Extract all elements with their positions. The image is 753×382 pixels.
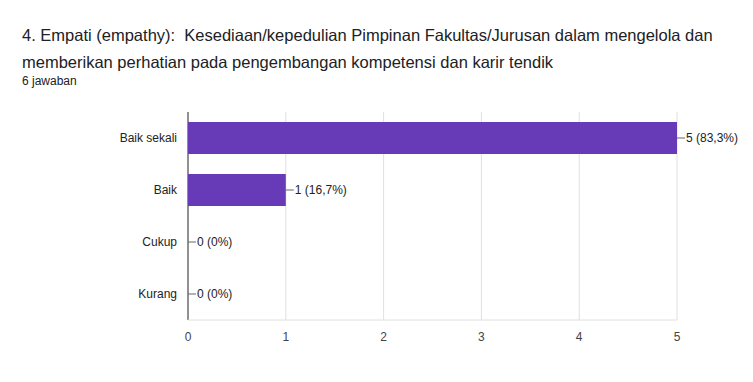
- data-label: 0 (0%): [197, 287, 232, 301]
- category-label: Kurang: [138, 287, 177, 301]
- tick-label: 3: [478, 330, 485, 344]
- label-leader: [286, 190, 294, 191]
- data-label: 5 (83,3%): [686, 131, 738, 145]
- tick-label: 0: [185, 330, 192, 344]
- label-leader: [188, 294, 196, 295]
- tick-label: 4: [576, 330, 583, 344]
- subtitle: 6 jawaban: [22, 74, 77, 88]
- axis-line: [188, 320, 677, 321]
- bar: [188, 122, 677, 154]
- label-leader: [677, 138, 685, 139]
- category-label: Baik: [154, 183, 178, 197]
- bar: [188, 174, 286, 206]
- tick-label: 5: [674, 330, 681, 344]
- tick-label: 2: [380, 330, 387, 344]
- label-leader: [188, 242, 196, 243]
- chart: 0 1 2 3 4 5 Baik sekali 5 (83,3%) Baik 1 (16,7%) C…: [0, 0, 753, 382]
- title: 4. Empati (empathy): Kesediaan/kepedulia…: [22, 22, 747, 76]
- data-label: 0 (0%): [197, 235, 232, 249]
- category-label: Cukup: [142, 235, 177, 249]
- category-label: Baik sekali: [120, 131, 177, 145]
- data-label: 1 (16,7%): [295, 183, 347, 197]
- bars: [188, 122, 677, 206]
- tick-label: 1: [282, 330, 289, 344]
